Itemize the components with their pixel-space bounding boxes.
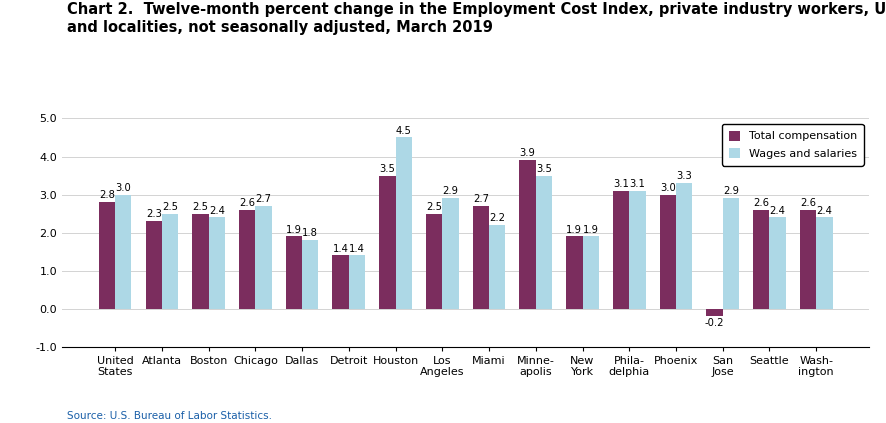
Bar [161,214,178,309]
Bar [519,160,535,309]
Text: Chart 2.  Twelve-month percent change in the Employment Cost Index, private indu: Chart 2. Twelve-month percent change in … [66,2,886,35]
Text: 3.3: 3.3 [675,171,691,181]
Text: 1.8: 1.8 [302,228,318,239]
Bar [395,137,411,309]
Bar [565,236,582,309]
Bar [799,210,815,309]
Text: 1.4: 1.4 [332,244,348,254]
Text: 2.7: 2.7 [472,194,488,204]
Text: 1.9: 1.9 [285,225,301,235]
Text: 1.9: 1.9 [565,225,582,235]
Text: -0.2: -0.2 [704,319,724,328]
Text: 2.6: 2.6 [239,198,255,208]
Text: 2.3: 2.3 [145,209,161,220]
Text: 3.0: 3.0 [659,183,675,193]
Bar [145,221,161,309]
Bar [488,225,505,309]
Bar [535,176,551,309]
Bar [659,195,675,309]
Bar [612,191,628,309]
Bar [675,183,692,309]
Bar [115,195,131,309]
Bar [348,255,365,309]
Text: 2.4: 2.4 [208,206,224,216]
Text: 3.1: 3.1 [629,179,645,189]
Text: 3.1: 3.1 [612,179,628,189]
Text: 2.4: 2.4 [815,206,831,216]
Text: 3.5: 3.5 [379,164,395,174]
Text: 2.8: 2.8 [99,190,115,201]
Bar [285,236,302,309]
Text: 3.0: 3.0 [115,183,131,193]
Text: Source: U.S. Bureau of Labor Statistics.: Source: U.S. Bureau of Labor Statistics. [66,411,271,421]
Bar [208,217,225,309]
Bar [472,206,488,309]
Text: 2.7: 2.7 [255,194,271,204]
Text: 2.5: 2.5 [162,202,178,212]
Bar [302,240,318,309]
Bar [332,255,348,309]
Bar [628,191,645,309]
Text: 1.9: 1.9 [582,225,598,235]
Bar [752,210,769,309]
Bar [722,198,738,309]
Text: 3.9: 3.9 [519,148,535,159]
Text: 2.6: 2.6 [799,198,815,208]
Bar [379,176,395,309]
Text: 2.5: 2.5 [192,202,208,212]
Text: 4.5: 4.5 [395,126,411,136]
Bar [442,198,458,309]
Text: 1.4: 1.4 [349,244,364,254]
Bar [238,210,255,309]
Bar [98,202,115,309]
Text: 3.5: 3.5 [535,164,551,174]
Bar [815,217,832,309]
Bar [255,206,271,309]
Bar [705,309,722,316]
Bar [582,236,598,309]
Text: 2.9: 2.9 [442,187,458,197]
Text: 2.6: 2.6 [752,198,768,208]
Bar [769,217,785,309]
Text: 2.5: 2.5 [425,202,441,212]
Bar [425,214,442,309]
Text: 2.4: 2.4 [769,206,785,216]
Text: 2.2: 2.2 [489,213,505,223]
Text: 2.9: 2.9 [722,187,738,197]
Bar [192,214,208,309]
Legend: Total compensation, Wages and salaries: Total compensation, Wages and salaries [721,124,863,165]
